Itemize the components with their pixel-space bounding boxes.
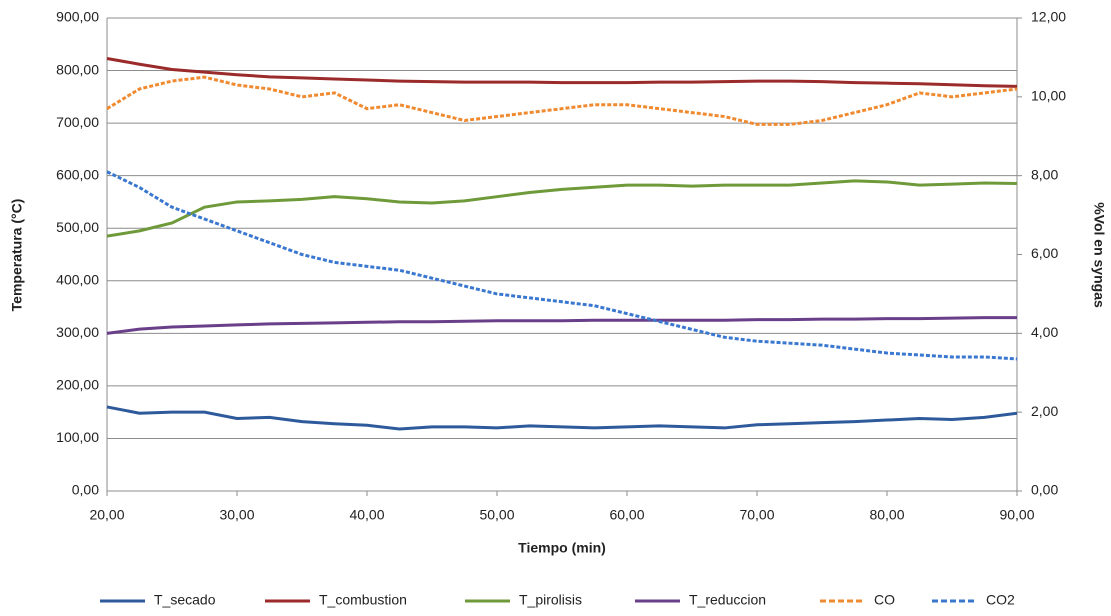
y-tick-label: 500,00 — [56, 219, 99, 235]
y-tick-label: 100,00 — [56, 429, 99, 445]
y2-tick-label: 12,00 — [1031, 9, 1066, 25]
y2-tick-label: 2,00 — [1031, 403, 1058, 419]
x-axis-label: Tiempo (min) — [518, 540, 606, 556]
y-tick-label: 700,00 — [56, 114, 99, 130]
y2-tick-label: 0,00 — [1031, 482, 1058, 498]
legend-label: T_combustion — [319, 592, 407, 608]
series-line — [106, 75, 1018, 126]
x-tick-label: 30,00 — [219, 507, 254, 523]
series-line — [106, 56, 1018, 88]
y-tick-label: 600,00 — [56, 166, 99, 182]
legend-label: CO — [874, 592, 895, 608]
y-tick-label: 800,00 — [56, 61, 99, 77]
x-tick-label: 40,00 — [349, 507, 384, 523]
x-tick-label: 50,00 — [479, 507, 514, 523]
x-tick-label: 70,00 — [739, 507, 774, 523]
series-line — [106, 179, 1018, 238]
x-tick-label: 80,00 — [869, 507, 904, 523]
legend-label: T_pirolisis — [519, 592, 582, 608]
y-tick-label: 200,00 — [56, 377, 99, 393]
x-tick-label: 20,00 — [89, 507, 124, 523]
x-tick-label: 90,00 — [999, 507, 1034, 523]
series-line — [106, 170, 1018, 361]
legend-label: CO2 — [986, 592, 1015, 608]
y2-tick-label: 8,00 — [1031, 166, 1058, 182]
y-tick-label: 400,00 — [56, 271, 99, 287]
y2-axis-label: %Vol en syngas — [1091, 202, 1107, 308]
x-tick-label: 60,00 — [609, 507, 644, 523]
y2-tick-label: 6,00 — [1031, 245, 1058, 261]
y-tick-label: 900,00 — [56, 9, 99, 25]
series-line — [106, 316, 1017, 335]
y-tick-label: 0,00 — [72, 482, 99, 498]
y-tick-label: 300,00 — [56, 324, 99, 340]
y2-tick-label: 4,00 — [1031, 324, 1058, 340]
series-line — [106, 405, 1018, 431]
y2-tick-label: 10,00 — [1031, 88, 1066, 104]
legend-label: T_reduccion — [689, 592, 766, 608]
y-axis-label: Temperatura (°C) — [9, 199, 25, 312]
legend-label: T_secado — [154, 592, 216, 608]
